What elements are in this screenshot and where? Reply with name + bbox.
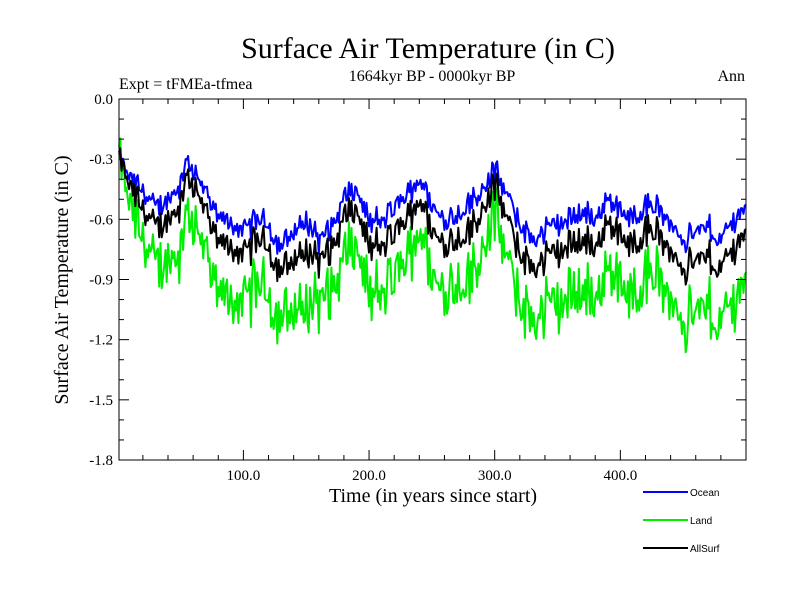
x-tick-label: 400.0 bbox=[603, 468, 637, 484]
series-layer bbox=[118, 137, 747, 354]
y-tick-label: -0.6 bbox=[89, 212, 113, 228]
y-tick-label: -1.2 bbox=[89, 333, 113, 349]
season-label: Ann bbox=[717, 68, 745, 85]
y-tick-label: -1.8 bbox=[89, 453, 113, 469]
legend-label-ocean: Ocean bbox=[690, 488, 719, 499]
y-tick-label: 0.0 bbox=[94, 92, 113, 108]
chart-subtitle: 1664kyr BP - 0000kyr BP bbox=[349, 68, 516, 85]
x-tick-label: 300.0 bbox=[478, 468, 512, 484]
series-line-allsurf bbox=[118, 147, 747, 286]
chart-title: Surface Air Temperature (in C) bbox=[241, 32, 615, 65]
x-tick-label: 200.0 bbox=[352, 468, 386, 484]
series-line-land bbox=[118, 137, 747, 354]
x-axis-label: Time (in years since start) bbox=[329, 485, 537, 507]
plot-frame bbox=[118, 98, 747, 461]
x-tick-label: 100.0 bbox=[227, 468, 261, 484]
experiment-label: Expt = tFMEa-tfmea bbox=[119, 76, 252, 93]
y-tick-label: -1.5 bbox=[89, 393, 113, 409]
y-tick-label: -0.9 bbox=[89, 273, 113, 289]
y-tick-label: -0.3 bbox=[89, 152, 113, 168]
series-line-ocean bbox=[118, 149, 747, 255]
legend-label-land: Land bbox=[690, 516, 712, 527]
legend-label-allsurf: AllSurf bbox=[690, 544, 720, 555]
ticks-layer: 100.0 200.0 300.0 400.0 0.0 -0.3 -0.6 -0.9 -1.2 -… bbox=[89, 92, 746, 484]
y-axis-label: Surface Air Temperature (in C) bbox=[51, 155, 73, 404]
legend: Ocean Land AllSurf bbox=[643, 488, 720, 555]
